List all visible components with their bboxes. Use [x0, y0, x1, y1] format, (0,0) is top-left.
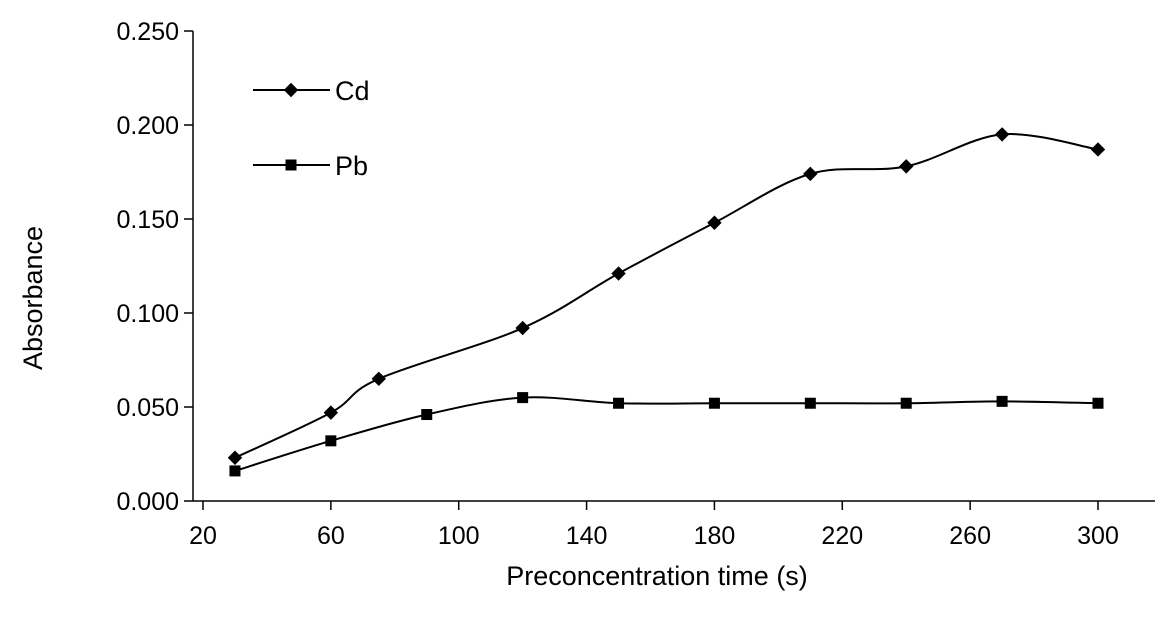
x-axis-title: Preconcentration time (s): [506, 561, 808, 591]
legend-pb-marker: [285, 159, 297, 171]
series-pb-point: [708, 397, 720, 409]
x-tick-label: 140: [566, 522, 608, 550]
legend: Cd Pb: [253, 76, 370, 181]
x-tick-label: 60: [317, 522, 345, 550]
legend-cd-marker: [283, 82, 299, 98]
x-axis: 20 60 100 140 180 220 260 300: [189, 500, 1155, 550]
series-pb-point: [229, 465, 241, 477]
series-cd-line: [234, 133, 1099, 459]
series-pb-point: [421, 409, 433, 421]
plot-area: [193, 31, 1155, 501]
series-pb-point: [900, 397, 912, 409]
series-cd-point: [899, 159, 914, 174]
series-pb-point: [996, 395, 1008, 407]
y-tick-label: 0.050: [116, 394, 179, 422]
x-tick-label: 220: [821, 522, 863, 550]
x-tick-label: 300: [1077, 522, 1119, 550]
y-tick-label: 0.200: [116, 112, 179, 140]
y-axis-title: Absorbance: [18, 226, 48, 370]
series-cd: [227, 127, 1106, 465]
series-cd-point: [707, 215, 722, 230]
series-pb-line: [234, 396, 1099, 472]
series-cd-point: [371, 371, 387, 387]
x-tick-label: 180: [694, 522, 736, 550]
series-pb-point: [1092, 397, 1104, 409]
y-tick-label: 0.150: [116, 206, 179, 234]
series-cd-point: [1090, 142, 1106, 157]
series-layer: [227, 127, 1106, 477]
series-pb: [229, 392, 1104, 477]
legend-item-pb: Pb: [253, 151, 368, 181]
x-tick-label: 100: [438, 522, 480, 550]
y-tick-label: 0.000: [116, 488, 179, 516]
series-pb-point: [517, 392, 529, 404]
x-tick-label: 260: [949, 522, 991, 550]
legend-cd-label: Cd: [335, 76, 370, 106]
y-tick-label: 0.100: [116, 300, 179, 328]
series-cd-point: [515, 320, 530, 336]
series-cd-point: [994, 127, 1010, 142]
series-pb-point: [804, 397, 816, 409]
x-tick-label: 20: [189, 522, 217, 550]
y-axis: 0.000 0.050 0.100 0.150 0.200 0.250: [116, 18, 194, 516]
legend-item-cd: Cd: [253, 76, 370, 106]
series-cd-point: [227, 450, 243, 465]
series-cd-point: [803, 166, 818, 182]
series-pb-point: [613, 397, 625, 409]
series-cd-point: [323, 405, 339, 420]
y-tick-label: 0.250: [116, 18, 179, 46]
legend-pb-label: Pb: [335, 151, 368, 181]
series-pb-point: [325, 435, 337, 447]
series-cd-point: [611, 266, 626, 281]
